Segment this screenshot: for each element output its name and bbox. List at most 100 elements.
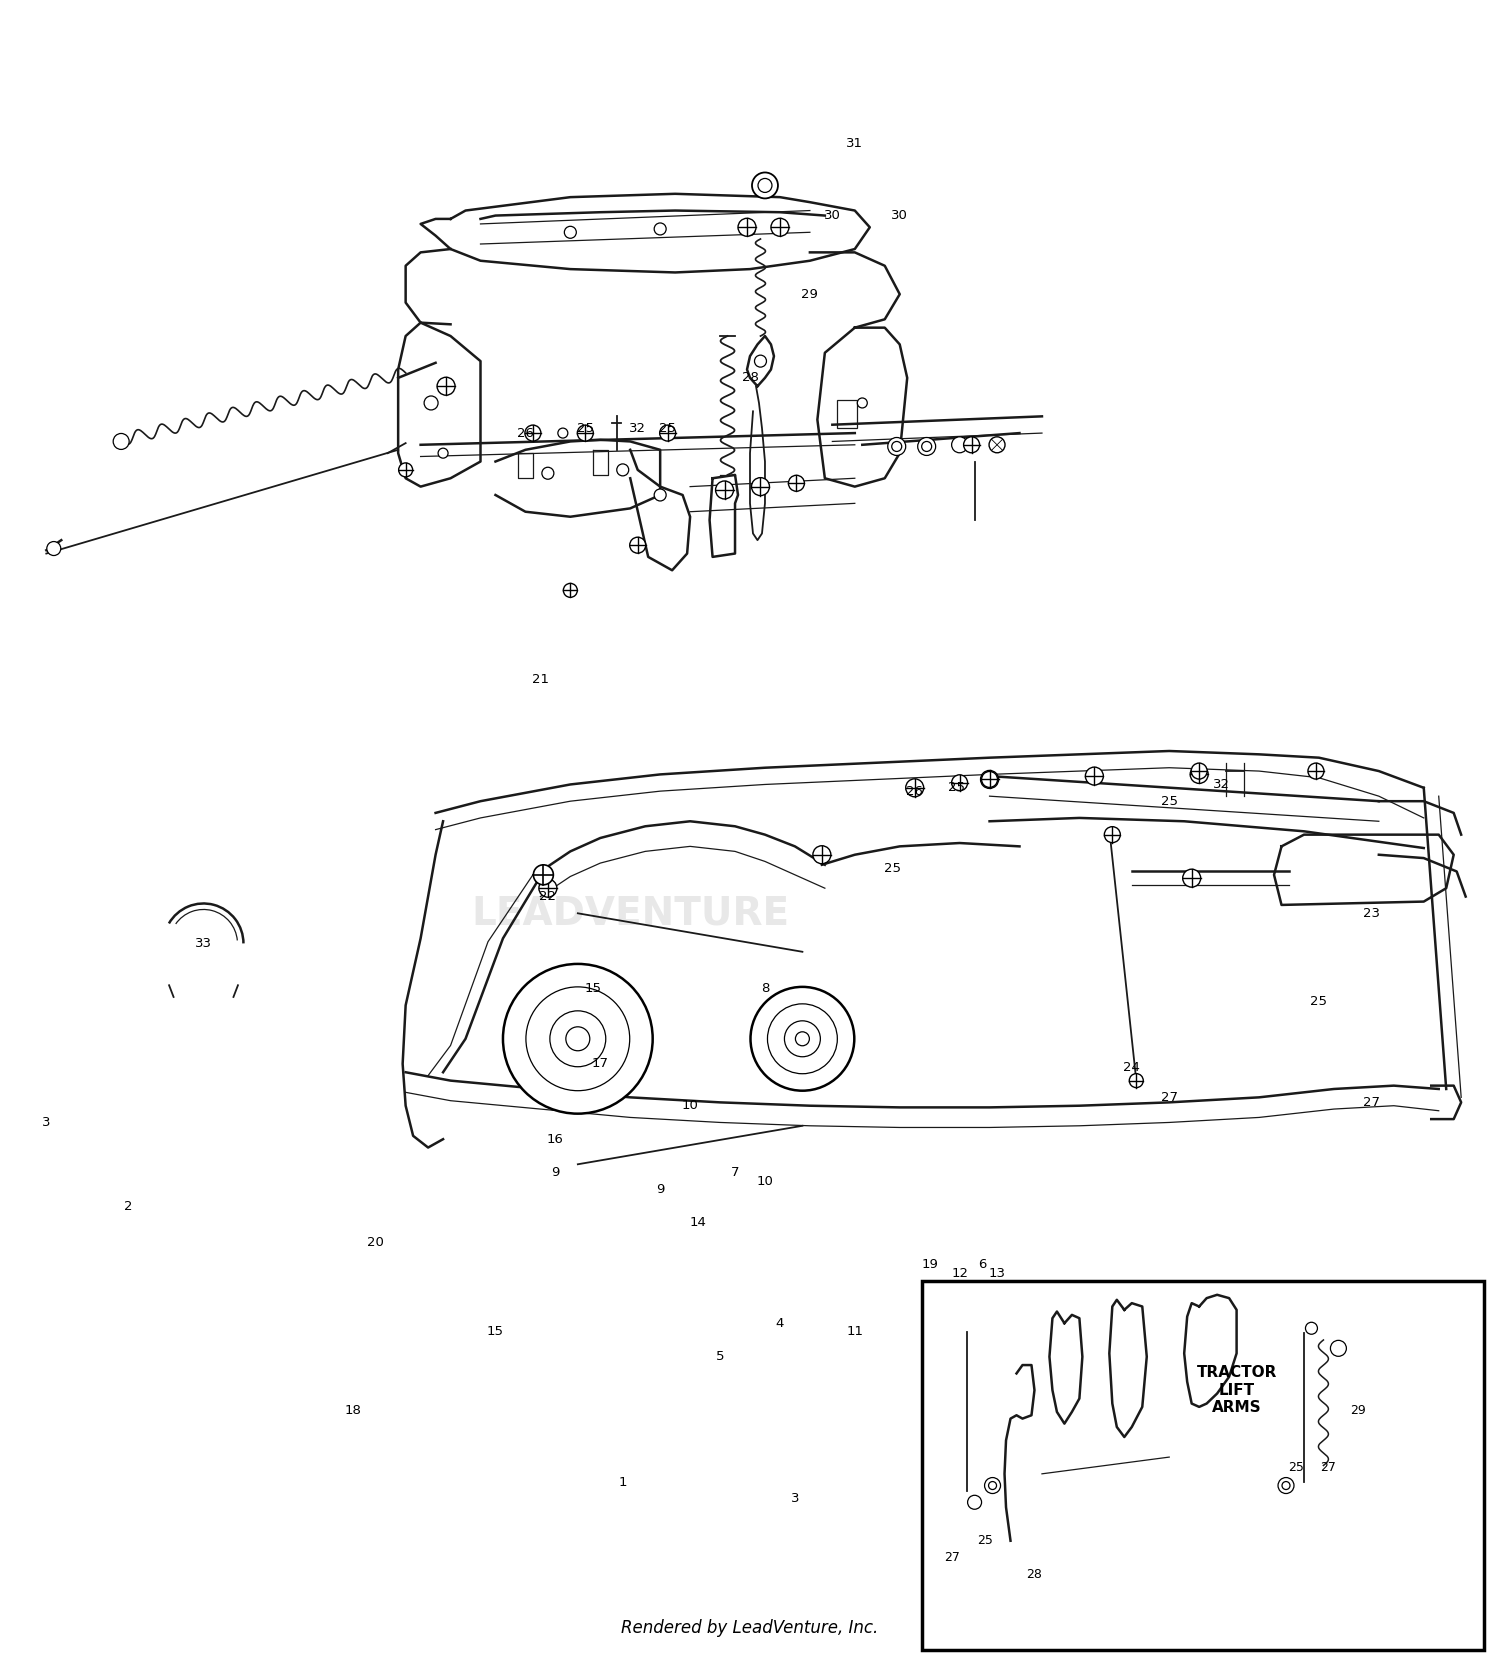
Text: 3: 3 <box>790 1492 800 1505</box>
Text: 20: 20 <box>368 1237 384 1249</box>
Circle shape <box>1130 1074 1143 1088</box>
Circle shape <box>951 437 968 453</box>
Text: 10: 10 <box>681 1099 699 1113</box>
Circle shape <box>538 880 556 897</box>
Text: 7: 7 <box>730 1166 740 1180</box>
Text: 18: 18 <box>345 1404 362 1416</box>
Circle shape <box>750 987 855 1091</box>
Text: 21: 21 <box>532 672 549 685</box>
Circle shape <box>746 226 754 236</box>
Text: 30: 30 <box>891 210 908 221</box>
Circle shape <box>981 771 999 788</box>
Text: 10: 10 <box>756 1175 774 1188</box>
Circle shape <box>754 355 766 367</box>
Text: 28: 28 <box>1026 1567 1042 1580</box>
Circle shape <box>789 476 804 491</box>
Circle shape <box>654 223 666 235</box>
Text: 15: 15 <box>488 1326 504 1337</box>
Circle shape <box>1308 763 1324 779</box>
Text: 31: 31 <box>846 137 864 151</box>
Circle shape <box>795 1032 810 1046</box>
Text: 25: 25 <box>976 1534 993 1547</box>
Text: 26: 26 <box>518 427 534 439</box>
Circle shape <box>503 964 652 1113</box>
Text: 25: 25 <box>578 422 594 434</box>
Circle shape <box>716 481 734 499</box>
Text: Rendered by LeadVenture, Inc.: Rendered by LeadVenture, Inc. <box>621 1619 879 1637</box>
Circle shape <box>1330 1341 1347 1356</box>
Circle shape <box>951 774 968 791</box>
Text: LEADVENTURE: LEADVENTURE <box>471 895 789 932</box>
Text: 22: 22 <box>540 890 556 903</box>
Circle shape <box>988 437 1005 453</box>
Text: 19: 19 <box>921 1259 938 1270</box>
Circle shape <box>654 489 666 501</box>
Circle shape <box>534 865 554 885</box>
Text: 32: 32 <box>628 422 646 434</box>
Circle shape <box>1086 768 1104 784</box>
Circle shape <box>112 434 129 449</box>
Text: 28: 28 <box>741 372 759 384</box>
Text: 29: 29 <box>1350 1404 1365 1416</box>
Circle shape <box>424 396 438 411</box>
Circle shape <box>436 377 454 396</box>
Text: 32: 32 <box>1214 778 1230 791</box>
Circle shape <box>1305 1322 1317 1334</box>
Circle shape <box>888 437 906 456</box>
Circle shape <box>988 1482 996 1490</box>
Text: 27: 27 <box>944 1550 960 1564</box>
Circle shape <box>558 427 568 437</box>
Circle shape <box>963 437 980 453</box>
Text: 29: 29 <box>801 288 819 300</box>
Text: 33: 33 <box>195 937 211 950</box>
Circle shape <box>771 218 789 236</box>
Text: 9: 9 <box>550 1166 560 1180</box>
Text: 14: 14 <box>688 1217 706 1229</box>
Text: 5: 5 <box>716 1351 724 1363</box>
Circle shape <box>1282 1482 1290 1490</box>
Circle shape <box>399 463 412 478</box>
Circle shape <box>1278 1478 1294 1493</box>
Text: 23: 23 <box>1364 907 1380 920</box>
Circle shape <box>660 426 675 441</box>
Text: 6: 6 <box>978 1259 987 1270</box>
Circle shape <box>918 437 936 456</box>
Circle shape <box>752 478 770 496</box>
Circle shape <box>738 218 756 236</box>
Text: 9: 9 <box>656 1183 664 1197</box>
Text: 16: 16 <box>548 1133 564 1146</box>
Bar <box>922 1282 1484 1649</box>
Circle shape <box>46 541 62 555</box>
Circle shape <box>550 1011 606 1066</box>
Circle shape <box>891 441 902 451</box>
Text: 26: 26 <box>906 784 922 798</box>
Circle shape <box>921 441 932 451</box>
Text: 12: 12 <box>951 1267 968 1279</box>
Circle shape <box>968 1495 981 1510</box>
Bar <box>837 399 856 427</box>
Circle shape <box>566 1027 590 1051</box>
Circle shape <box>564 583 578 597</box>
Text: 4: 4 <box>776 1317 784 1329</box>
Text: 3: 3 <box>42 1116 51 1130</box>
Circle shape <box>981 771 998 788</box>
Text: 27: 27 <box>1364 1096 1380 1110</box>
Circle shape <box>1191 763 1208 779</box>
Text: 30: 30 <box>824 210 842 221</box>
Circle shape <box>578 426 594 441</box>
Text: 25: 25 <box>658 422 676 434</box>
Circle shape <box>526 987 630 1091</box>
Text: 25: 25 <box>1161 794 1178 808</box>
Circle shape <box>1190 766 1208 783</box>
Circle shape <box>1104 826 1120 843</box>
Circle shape <box>813 846 831 863</box>
Circle shape <box>542 468 554 479</box>
Text: TRACTOR
LIFT
ARMS: TRACTOR LIFT ARMS <box>1197 1366 1276 1415</box>
Text: 15: 15 <box>585 982 602 996</box>
Circle shape <box>784 1021 820 1058</box>
Text: 11: 11 <box>846 1326 864 1337</box>
Text: 8: 8 <box>760 982 770 996</box>
Text: 27: 27 <box>1161 1091 1178 1104</box>
Circle shape <box>564 226 576 238</box>
Circle shape <box>1182 870 1200 887</box>
